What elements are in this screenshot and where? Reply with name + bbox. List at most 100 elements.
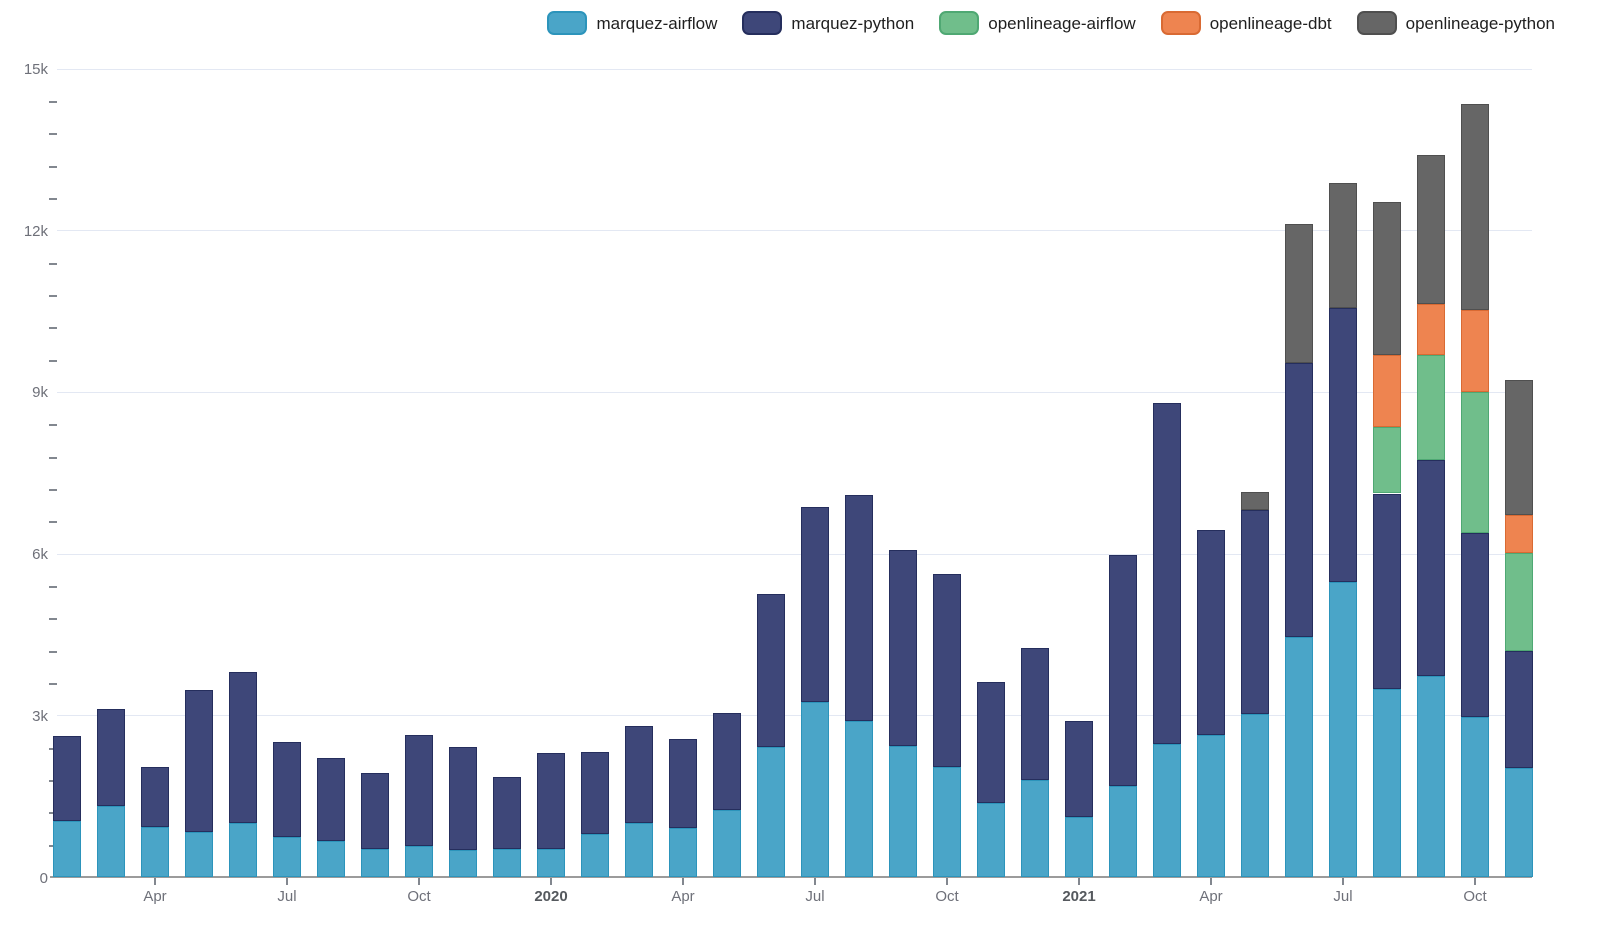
bar-segment-marquez-airflow-Apr-2021[interactable] [1197, 734, 1225, 877]
bar-segment-marquez-python-Jul-2021[interactable] [1329, 307, 1357, 583]
bar-segment-marquez-airflow-Mar-2020[interactable] [625, 823, 653, 877]
bar-segment-openlineage-python-Nov-2021[interactable] [1505, 380, 1533, 515]
bar-segment-openlineage-python-Jun-2021[interactable] [1285, 223, 1313, 364]
bar-segment-marquez-airflow-Nov-2019[interactable] [449, 850, 477, 877]
bar-segment-marquez-airflow-Oct-2019[interactable] [405, 846, 433, 877]
x-axis-tick-Oct [418, 878, 420, 885]
legend: marquez-airflow marquez-python openlineage… [547, 11, 1555, 35]
bar-segment-marquez-python-May-2020[interactable] [713, 713, 741, 811]
bar-segment-openlineage-airflow-Nov-2021[interactable] [1505, 552, 1533, 652]
legend-label: marquez-airflow [596, 13, 718, 33]
bar-segment-marquez-python-Jan-2021[interactable] [1065, 721, 1093, 818]
legend-label: openlineage-airflow [988, 13, 1136, 33]
bar-segment-marquez-python-Jun-2021[interactable] [1285, 363, 1313, 638]
bar-segment-marquez-python-Aug-2020[interactable] [845, 495, 873, 721]
bar-segment-marquez-python-Oct-2020[interactable] [933, 573, 961, 768]
bar-segment-marquez-python-Aug-2019[interactable] [317, 757, 345, 842]
bar-segment-marquez-python-Aug-2021[interactable] [1373, 493, 1401, 690]
bar-segment-marquez-airflow-Mar-2019[interactable] [97, 805, 125, 877]
bar-segment-marquez-python-May-2019[interactable] [185, 689, 213, 832]
bar-segment-openlineage-python-Aug-2021[interactable] [1373, 202, 1401, 356]
bar-segment-marquez-airflow-Feb-2020[interactable] [581, 833, 609, 877]
bar-segment-marquez-python-May-2021[interactable] [1241, 510, 1269, 715]
bar-segment-marquez-airflow-Dec-2020[interactable] [1021, 780, 1049, 877]
bar-segment-marquez-python-Nov-2021[interactable] [1505, 651, 1533, 769]
x-axis-label-2020: 2020 [534, 888, 568, 905]
bar-segment-openlineage-airflow-Sep-2021[interactable] [1417, 354, 1445, 461]
bar-segment-openlineage-airflow-Aug-2021[interactable] [1373, 427, 1401, 494]
bar-segment-marquez-airflow-Nov-2020[interactable] [977, 803, 1005, 877]
bar-segment-marquez-airflow-Aug-2019[interactable] [317, 841, 345, 877]
bar-segment-openlineage-dbt-Sep-2021[interactable] [1417, 304, 1445, 355]
gridline-9k [57, 391, 1532, 393]
bar-segment-marquez-airflow-Jul-2021[interactable] [1329, 582, 1357, 877]
bar-segment-marquez-python-Jun-2019[interactable] [229, 672, 257, 824]
bar-segment-marquez-airflow-May-2019[interactable] [185, 831, 213, 877]
bar-segment-marquez-python-Sep-2021[interactable] [1417, 460, 1445, 677]
bar-segment-marquez-python-Apr-2020[interactable] [669, 739, 697, 828]
y-axis-label-9k: 9k [32, 384, 48, 402]
bar-segment-marquez-airflow-Aug-2020[interactable] [845, 720, 873, 877]
bar-segment-marquez-python-Jun-2020[interactable] [757, 594, 785, 747]
bar-segment-marquez-airflow-Feb-2021[interactable] [1109, 785, 1137, 877]
legend-item-marquez-python[interactable]: marquez-python [742, 11, 914, 35]
legend-item-marquez-airflow[interactable]: marquez-airflow [547, 11, 717, 35]
bar-segment-openlineage-python-May-2021[interactable] [1241, 491, 1269, 511]
bar-segment-marquez-python-Nov-2020[interactable] [977, 682, 1005, 804]
bar-segment-marquez-airflow-Jan-2020[interactable] [537, 849, 565, 877]
bar-segment-openlineage-dbt-Oct-2021[interactable] [1461, 309, 1489, 392]
bar-segment-marquez-python-Mar-2021[interactable] [1153, 403, 1181, 744]
bar-segment-marquez-python-Jan-2020[interactable] [537, 753, 565, 850]
bar-segment-marquez-airflow-Apr-2019[interactable] [141, 827, 169, 877]
y-axis-minor-tick [49, 327, 57, 330]
bar-segment-marquez-python-Mar-2020[interactable] [625, 725, 653, 824]
x-axis-tick-Jul [1342, 878, 1344, 885]
legend-item-openlineage-dbt[interactable]: openlineage-dbt [1160, 11, 1332, 35]
y-axis-minor-tick [49, 294, 57, 297]
bar-segment-marquez-airflow-Jan-2021[interactable] [1065, 817, 1093, 877]
bar-segment-marquez-airflow-Jul-2019[interactable] [273, 836, 301, 877]
bar-segment-marquez-airflow-Aug-2021[interactable] [1373, 689, 1401, 877]
bar-segment-marquez-airflow-Jul-2020[interactable] [801, 702, 829, 877]
bar-segment-marquez-python-Sep-2019[interactable] [361, 772, 389, 849]
bar-segment-marquez-python-Feb-2019[interactable] [53, 736, 81, 821]
bar-segment-marquez-airflow-Dec-2019[interactable] [493, 849, 521, 877]
bar-segment-marquez-python-Oct-2021[interactable] [1461, 532, 1489, 718]
legend-item-openlineage-airflow[interactable]: openlineage-airflow [939, 11, 1136, 35]
legend-item-openlineage-python[interactable]: openlineage-python [1356, 11, 1555, 35]
bar-segment-marquez-airflow-Jun-2019[interactable] [229, 823, 257, 877]
bar-segment-openlineage-dbt-Aug-2021[interactable] [1373, 355, 1401, 428]
bar-segment-marquez-airflow-Nov-2021[interactable] [1505, 768, 1533, 877]
bar-segment-marquez-airflow-May-2021[interactable] [1241, 714, 1269, 877]
bar-segment-marquez-python-Apr-2021[interactable] [1197, 529, 1225, 735]
bar-segment-marquez-python-Jul-2020[interactable] [801, 506, 829, 703]
bar-segment-marquez-airflow-Jun-2020[interactable] [757, 746, 785, 877]
bar-segment-marquez-python-Feb-2021[interactable] [1109, 554, 1137, 786]
bar-segment-marquez-python-Dec-2019[interactable] [493, 777, 521, 850]
bar-segment-marquez-airflow-Sep-2019[interactable] [361, 848, 389, 877]
bar-segment-marquez-python-Nov-2019[interactable] [449, 746, 477, 851]
bar-segment-openlineage-python-Oct-2021[interactable] [1461, 103, 1489, 310]
bar-segment-marquez-python-Feb-2020[interactable] [581, 752, 609, 834]
bar-segment-marquez-airflow-Apr-2020[interactable] [669, 827, 697, 877]
y-axis-minor-tick [49, 133, 57, 136]
bar-segment-marquez-airflow-Mar-2021[interactable] [1153, 743, 1181, 877]
bar-segment-marquez-airflow-Feb-2019[interactable] [53, 820, 81, 877]
bar-segment-marquez-python-Dec-2020[interactable] [1021, 648, 1049, 781]
bar-segment-marquez-airflow-Oct-2021[interactable] [1461, 717, 1489, 877]
bar-segment-openlineage-python-Jul-2021[interactable] [1329, 182, 1357, 308]
bar-segment-openlineage-python-Sep-2021[interactable] [1417, 155, 1445, 305]
bar-segment-openlineage-dbt-Nov-2021[interactable] [1505, 514, 1533, 553]
bar-segment-marquez-python-Sep-2020[interactable] [889, 550, 917, 747]
bar-segment-marquez-python-Oct-2019[interactable] [405, 735, 433, 846]
bar-segment-openlineage-airflow-Oct-2021[interactable] [1461, 391, 1489, 533]
bar-segment-marquez-airflow-May-2020[interactable] [713, 810, 741, 877]
bar-segment-marquez-airflow-Jun-2021[interactable] [1285, 637, 1313, 877]
gridline-15k [57, 68, 1532, 70]
bar-segment-marquez-airflow-Oct-2020[interactable] [933, 767, 961, 877]
bar-segment-marquez-airflow-Sep-2021[interactable] [1417, 676, 1445, 877]
bar-segment-marquez-python-Apr-2019[interactable] [141, 767, 169, 828]
bar-segment-marquez-airflow-Sep-2020[interactable] [889, 746, 917, 877]
bar-segment-marquez-python-Mar-2019[interactable] [97, 709, 125, 806]
bar-segment-marquez-python-Jul-2019[interactable] [273, 741, 301, 837]
